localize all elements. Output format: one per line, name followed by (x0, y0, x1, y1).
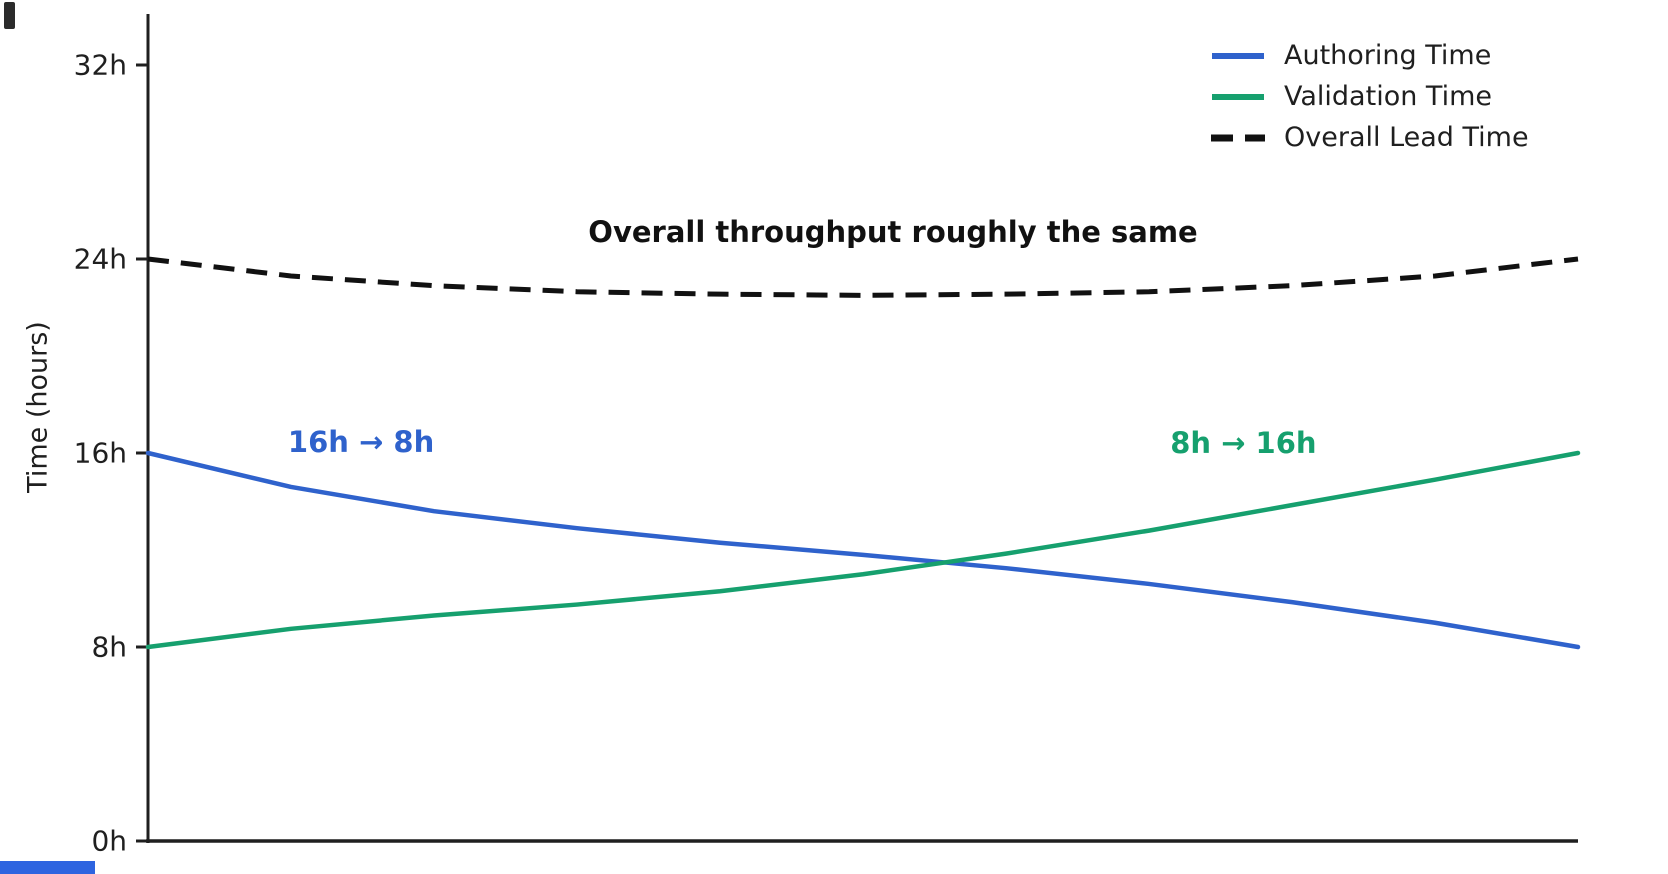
legend-label: Authoring Time (1284, 40, 1492, 71)
legend-line-icon (1212, 52, 1264, 59)
series-line-0 (145, 450, 1581, 650)
y-tick-label: 16h (73, 436, 127, 470)
annotation: 8h → 16h (1170, 426, 1317, 461)
legend-item-overall-lead-time: Overall Lead Time (1210, 117, 1529, 158)
annotation: 16h → 8h (287, 425, 435, 460)
legend-line-icon (1212, 93, 1264, 100)
series-line-2 (147, 256, 1579, 298)
series-line-1 (145, 450, 1581, 650)
y-tick-label: 0h (91, 824, 127, 858)
legend-item-authoring-time: Authoring Time (1210, 35, 1529, 76)
legend-label: Overall Lead Time (1284, 122, 1529, 153)
y-tick-label: 32h (73, 48, 127, 82)
y-tick-label: 8h (91, 630, 127, 664)
video-progress-bar-artifact (0, 861, 95, 874)
y-tick-label: 24h (73, 242, 127, 276)
legend-dashed-line-icon (1211, 134, 1265, 141)
legend: Authoring Time Validation Time Overall L… (1210, 35, 1529, 158)
legend-label: Validation Time (1284, 81, 1492, 112)
screen-artifact-top-left (4, 2, 15, 29)
annotation: Overall throughput roughly the same (588, 215, 1198, 250)
legend-item-validation-time: Validation Time (1210, 76, 1529, 117)
